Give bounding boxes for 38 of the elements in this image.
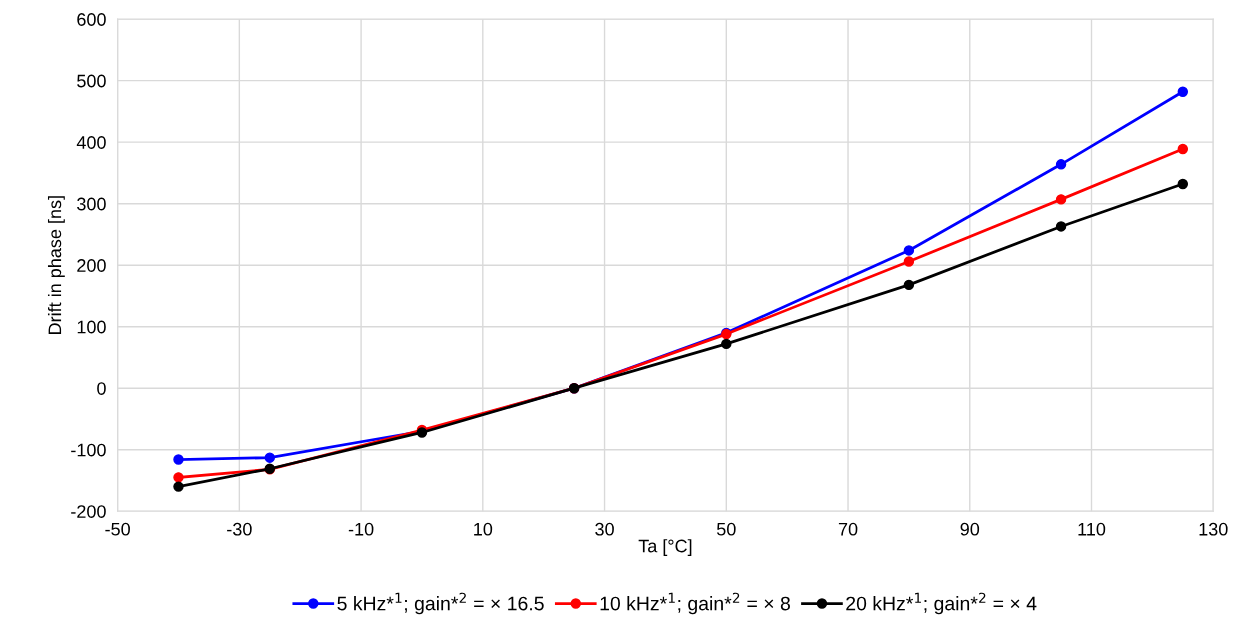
y-tick-label: 200 xyxy=(77,259,106,272)
x-tick-label: -30 xyxy=(227,522,252,536)
x-tick-label: -50 xyxy=(105,522,130,536)
point xyxy=(264,452,275,463)
point xyxy=(721,338,732,350)
x-tick-label: 50 xyxy=(716,522,736,536)
legend-label: 20 kHz*$^{1}$; gain*$^{2}$ = × 4 xyxy=(846,592,1037,615)
point xyxy=(173,481,184,492)
x-tick-label: 10 xyxy=(474,522,493,536)
y-tick-label: 600 xyxy=(77,13,106,26)
point xyxy=(1177,86,1189,97)
x-tick-label: 130 xyxy=(1199,522,1228,536)
y-tick-label: 100 xyxy=(77,320,106,334)
point xyxy=(903,245,915,256)
y-tick-label: -100 xyxy=(71,443,106,457)
legend-label: 5 kHz*$^{1}$; gain*$^{2}$ = × 16.5 xyxy=(337,592,544,615)
legend-label: 10 kHz*$^{1}$; gain*$^{2}$ = × 8 xyxy=(600,592,790,615)
y-tick-label: -200 xyxy=(71,505,106,518)
point xyxy=(1055,159,1067,170)
x-tick-label: 110 xyxy=(1078,522,1106,536)
point xyxy=(903,256,915,267)
x-tick-label: 70 xyxy=(838,522,858,536)
x-axis-title: Ta [°C] xyxy=(638,539,692,556)
y-tick-label: 300 xyxy=(77,197,106,211)
point xyxy=(1055,221,1067,232)
point xyxy=(173,454,184,465)
y-axis-title: Drift in phase [ns] xyxy=(47,196,65,334)
point xyxy=(903,279,915,291)
point xyxy=(1055,194,1067,205)
x-tick-label: -10 xyxy=(348,522,374,536)
point xyxy=(1177,143,1189,155)
point xyxy=(173,472,184,483)
y-tick-label: 500 xyxy=(77,74,106,88)
y-tick-label: 400 xyxy=(76,136,106,149)
x-tick-label: 30 xyxy=(595,522,614,536)
x-tick-label: 90 xyxy=(960,522,980,536)
point xyxy=(1177,178,1189,190)
y-tick-label: 0 xyxy=(97,382,106,395)
